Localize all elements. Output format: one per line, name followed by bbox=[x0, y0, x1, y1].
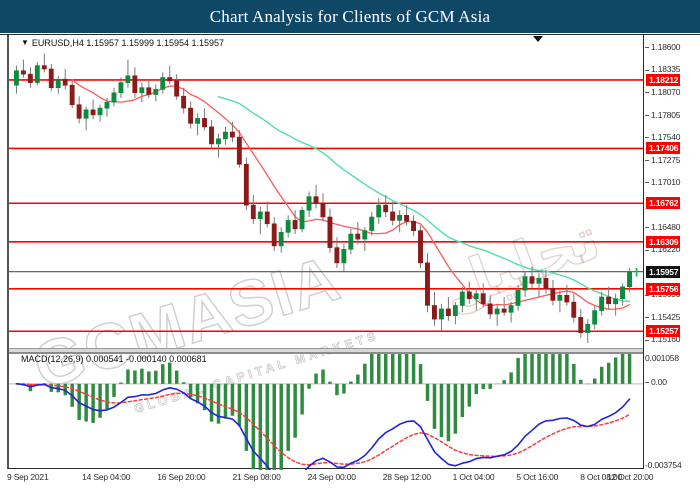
price-tick: 1.17275 bbox=[645, 155, 681, 165]
time-tick: 12 Oct 20:00 bbox=[607, 472, 654, 482]
symbol-readout[interactable]: ▼ EURUSD,H4 1.15957 1.15999 1.15954 1.159… bbox=[21, 38, 224, 48]
macd-chart bbox=[9, 354, 643, 470]
price-level-tag[interactable]: 1.18212 bbox=[646, 73, 681, 86]
time-tick: 5 Oct 16:00 bbox=[516, 472, 559, 482]
time-tick: 1 Oct 04:00 bbox=[452, 472, 495, 482]
price-level-tag[interactable]: 1.17406 bbox=[646, 142, 681, 155]
price-tick: 1.18600 bbox=[645, 42, 681, 52]
macd-tick: -0.003754 bbox=[645, 459, 682, 470]
candlestick-chart bbox=[9, 53, 643, 343]
time-tick: 9 Sep 2021 bbox=[7, 472, 49, 482]
price-tick: 1.17540 bbox=[645, 132, 681, 142]
time-tick: 24 Sep 00:00 bbox=[307, 472, 356, 482]
price-tick: 1.17010 bbox=[645, 177, 681, 187]
time-tick: 16 Sep 20:00 bbox=[157, 472, 206, 482]
price-level-tag[interactable]: 1.15257 bbox=[646, 325, 681, 338]
price-tick: 1.18335 bbox=[645, 64, 681, 74]
time-tick: 14 Sep 04:00 bbox=[82, 472, 131, 482]
price-tick: 1.15425 bbox=[645, 312, 681, 322]
time-axis: 9 Sep 2021 14 Sep 04:00 16 Sep 20:00 21 Sep… bbox=[7, 471, 700, 501]
price-tick: 1.18070 bbox=[645, 87, 681, 97]
price-tick: 1.16220 bbox=[645, 244, 681, 254]
current-price-tag[interactable]: 1.15957 bbox=[646, 265, 681, 278]
macd-pane[interactable] bbox=[9, 352, 643, 470]
price-pane[interactable] bbox=[9, 35, 643, 348]
price-level-tag[interactable]: 1.16762 bbox=[646, 197, 681, 210]
macd-tick: 0.00 bbox=[645, 377, 667, 387]
chart-frame: GCMASIA GLOBAL CAPITAL MARKETS تحليل ▼ EU… bbox=[0, 34, 700, 501]
time-tick: 21 Sep 08:00 bbox=[232, 472, 281, 482]
price-level-tag[interactable]: 1.16309 bbox=[646, 235, 681, 248]
symbol-readout-text: EURUSD,H4 1.15957 1.15999 1.15954 1.1595… bbox=[31, 38, 225, 48]
macd-readout: MACD(12,26,9) 0.000541 -0.000140 0.00068… bbox=[21, 354, 207, 364]
price-tick: 1.15160 bbox=[645, 334, 681, 344]
price-tick: 1.17805 bbox=[645, 110, 681, 120]
time-tick: 28 Sep 12:00 bbox=[382, 472, 431, 482]
time-tick: 8 Oct 08:00 bbox=[580, 472, 622, 482]
title-bar: Chart Analysis for Clients of GCM Asia bbox=[0, 0, 700, 33]
page-title: Chart Analysis for Clients of GCM Asia bbox=[209, 6, 491, 26]
price-tick: 1.16480 bbox=[645, 222, 681, 232]
price-level-tag[interactable]: 1.15756 bbox=[646, 282, 681, 295]
price-axis[interactable]: 1.18600 1.18335 1.18070 1.17805 1.17540 1.172… bbox=[645, 35, 700, 470]
macd-tick: 0.001058 bbox=[645, 353, 679, 364]
plot-area[interactable]: GCMASIA GLOBAL CAPITAL MARKETS تحليل ▼ EU… bbox=[7, 35, 644, 470]
chart-marker-icon[interactable] bbox=[533, 36, 543, 42]
chevron-down-icon[interactable]: ▼ bbox=[21, 38, 29, 47]
